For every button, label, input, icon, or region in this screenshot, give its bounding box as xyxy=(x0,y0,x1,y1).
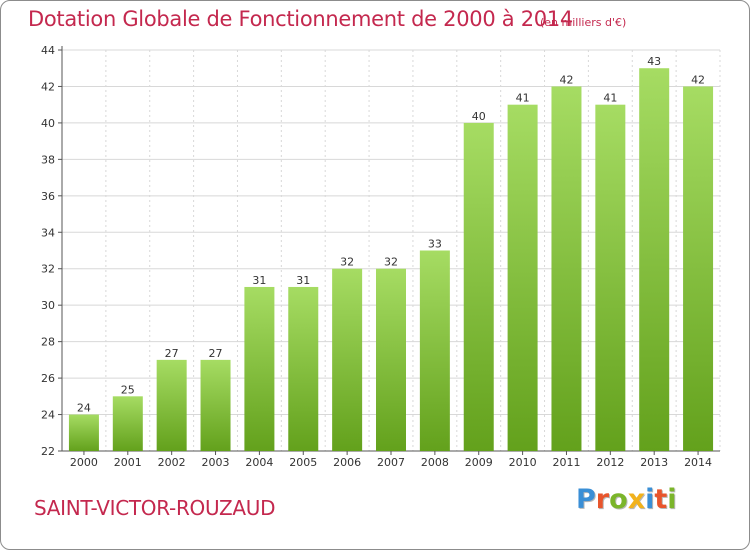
x-tick-label: 2014 xyxy=(684,456,712,469)
bar-2005 xyxy=(288,286,319,451)
bar-2000 xyxy=(68,414,99,451)
chart-title: Dotation Globale de Fonctionnement de 20… xyxy=(28,7,573,31)
bar-2006 xyxy=(332,268,363,451)
y-tick-label: 32 xyxy=(41,263,55,276)
bar-2002 xyxy=(156,359,187,451)
x-tick-label: 2012 xyxy=(596,456,624,469)
bar-2007 xyxy=(376,268,406,451)
bar-2009 xyxy=(463,122,494,451)
bar-2013 xyxy=(639,68,670,452)
x-tick-label: 2002 xyxy=(158,456,186,469)
y-tick-label: 40 xyxy=(41,117,55,130)
bar-2008 xyxy=(419,250,450,451)
y-tick-label: 24 xyxy=(41,409,55,422)
bar-2011 xyxy=(551,86,582,452)
data-labels: 24 25 27 27 31 31 32 32 33 40 41 42 41 43 42 xyxy=(77,55,705,414)
y-tick-label: 44 xyxy=(41,44,55,57)
data-label: 32 xyxy=(340,256,354,269)
unit-note: (en milliers d'€) xyxy=(540,16,627,29)
bar-2010 xyxy=(507,104,538,451)
x-tick-label: 2010 xyxy=(509,456,537,469)
bar-2004 xyxy=(244,286,275,451)
x-tick-label: 2006 xyxy=(333,456,361,469)
bar-2012 xyxy=(595,104,626,451)
x-tick-label: 2001 xyxy=(114,456,142,469)
data-label: 24 xyxy=(77,402,91,415)
data-label: 31 xyxy=(296,274,310,287)
data-label: 41 xyxy=(516,92,530,105)
data-label: 33 xyxy=(428,238,442,251)
proxiti-logo: Proxiti xyxy=(576,484,677,515)
data-label: 25 xyxy=(121,383,135,396)
x-tick-label: 2003 xyxy=(202,456,230,469)
data-label: 42 xyxy=(559,73,573,86)
commune-name: SAINT-VICTOR-ROUZAUD xyxy=(34,496,276,520)
y-tick-label: 38 xyxy=(41,153,55,166)
y-tick-label: 36 xyxy=(41,190,55,203)
data-label: 31 xyxy=(252,274,266,287)
data-label: 27 xyxy=(165,347,179,360)
bar-2014 xyxy=(683,86,714,452)
bar-2001 xyxy=(112,396,143,451)
x-tick-label: 2005 xyxy=(289,456,317,469)
x-tick-label: 2009 xyxy=(465,456,493,469)
y-tick-label: 30 xyxy=(41,299,55,312)
data-label: 41 xyxy=(603,92,617,105)
bar-2003 xyxy=(200,359,231,451)
x-tick-label: 2013 xyxy=(640,456,668,469)
data-label: 27 xyxy=(209,347,223,360)
data-label: 43 xyxy=(647,55,661,68)
data-label: 32 xyxy=(384,256,398,269)
bars xyxy=(68,68,714,452)
tick-labels: 22 24 26 28 30 32 34 36 38 40 42 44 2000 2001 2002 2003… xyxy=(41,44,712,469)
x-tick-label: 2008 xyxy=(421,456,449,469)
y-tick-label: 26 xyxy=(41,372,55,385)
y-tick-label: 42 xyxy=(41,80,55,93)
data-label: 40 xyxy=(472,110,486,123)
x-tick-label: 2004 xyxy=(245,456,273,469)
y-tick-label: 34 xyxy=(41,226,55,239)
x-tick-label: 2000 xyxy=(70,456,98,469)
y-tick-label: 28 xyxy=(41,336,55,349)
x-tick-label: 2007 xyxy=(377,456,405,469)
data-label: 42 xyxy=(691,73,705,86)
y-tick-label: 22 xyxy=(41,445,55,458)
x-tick-label: 2011 xyxy=(552,456,580,469)
